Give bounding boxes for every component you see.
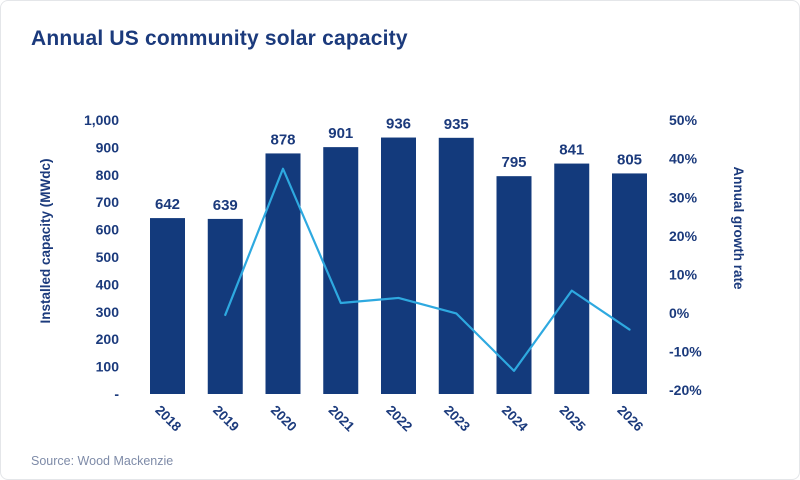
right-axis-tick-label: -10% (669, 344, 702, 360)
growth-rate-line (224, 167, 631, 372)
y-axis-tick-label: 100 (96, 359, 120, 375)
bar-2019 (207, 218, 243, 394)
x-axis-tick-label: 2024 (499, 403, 531, 435)
bar-value-label: 841 (559, 142, 584, 159)
bar-value-label: 878 (270, 131, 295, 148)
bar-value-label: 805 (617, 151, 642, 168)
x-axis-tick-label: 2018 (152, 403, 184, 435)
bar-value-label: 639 (213, 197, 238, 214)
right-axis-title: Annual growth rate (731, 166, 746, 289)
right-axis-tick-label: 40% (669, 151, 698, 167)
y-axis-tick-label: 500 (96, 249, 120, 265)
right-axis-tick-label: 0% (669, 305, 690, 321)
y-axis-tick-label: 1,000 (84, 112, 119, 128)
bar-2026 (612, 173, 647, 394)
bar-value-label: 642 (155, 196, 180, 213)
x-axis-tick-label: 2026 (614, 403, 646, 435)
bar-2020 (265, 153, 301, 394)
x-axis-tick-label: 2020 (268, 403, 300, 435)
bar-value-label: 935 (444, 116, 469, 133)
bar-value-label: 936 (386, 116, 411, 133)
bar-2022 (381, 137, 416, 394)
bar-value-label: 795 (501, 154, 526, 171)
y-axis-tick-label: 700 (96, 194, 120, 210)
x-axis-tick-label: 2025 (557, 403, 589, 435)
source-note: Source: Wood Mackenzie (31, 454, 174, 468)
chart-title: Annual US community solar capacity (31, 27, 408, 50)
x-axis-tick-label: 2022 (383, 403, 415, 435)
right-axis-tick-label: 10% (669, 266, 698, 282)
right-axis-tick-label: 20% (669, 228, 698, 244)
right-axis-tick-label: -20% (669, 382, 702, 398)
x-axis-tick-label: 2023 (441, 403, 473, 435)
y-axis-tick-label: 900 (96, 139, 120, 155)
bar-2024 (496, 176, 532, 394)
y-axis-tick-label: - (114, 386, 119, 402)
bar-2021 (323, 147, 359, 394)
y-axis-tick-label: 300 (96, 304, 120, 320)
y-axis-tick-label: 800 (96, 167, 120, 183)
left-axis-title: Installed capacity (MWdc) (38, 158, 53, 323)
y-axis-tick-label: 600 (96, 222, 120, 238)
bar-value-label: 901 (328, 125, 353, 142)
bar-2025 (554, 163, 590, 394)
bar-2023 (438, 137, 474, 394)
x-axis-tick-label: 2021 (326, 403, 358, 435)
bar-2018 (150, 218, 185, 394)
y-axis-tick-label: 200 (96, 331, 120, 347)
right-axis-tick-label: 30% (669, 189, 698, 205)
y-axis-tick-label: 400 (96, 276, 120, 292)
right-axis-tick-label: 50% (669, 112, 698, 128)
x-axis-tick-label: 2019 (210, 403, 242, 435)
